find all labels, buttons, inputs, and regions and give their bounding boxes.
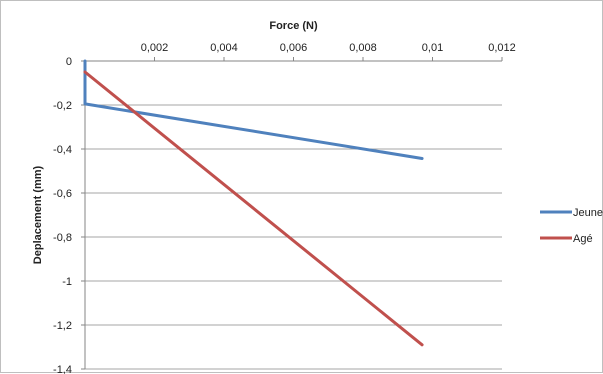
x-tick-label-1: 0,004 [210,42,238,54]
y-tick-label-0: 0 [66,56,72,68]
x-tick-label-4: 0,01 [422,42,443,54]
y-tick-label-3: -0,6 [53,188,72,200]
y-tick-label-7: -1,4 [53,364,72,374]
x-tick-label-3: 0,008 [349,42,377,54]
x-tick-label-5: 0,012 [488,42,516,54]
y-axis-title: Deplacement (mm) [32,165,44,264]
series-line-Jeune [83,59,424,160]
legend-label-0: Jeune [573,207,603,219]
series-line-Agé [83,70,424,347]
legend-label-1: Agé [573,233,593,245]
y-tick-label-6: -1,2 [53,320,72,332]
x-axis-title: Force (N) [269,20,318,32]
x-tick-label-2: 0,006 [280,42,308,54]
y-tick-label-4: -0,8 [53,232,72,244]
y-tick-label-5: -1 [62,276,72,288]
y-tick-label-1: -0,2 [53,100,72,112]
x-tick-label-0: 0,002 [141,42,169,54]
y-tick-label-2: -0,4 [53,144,72,156]
